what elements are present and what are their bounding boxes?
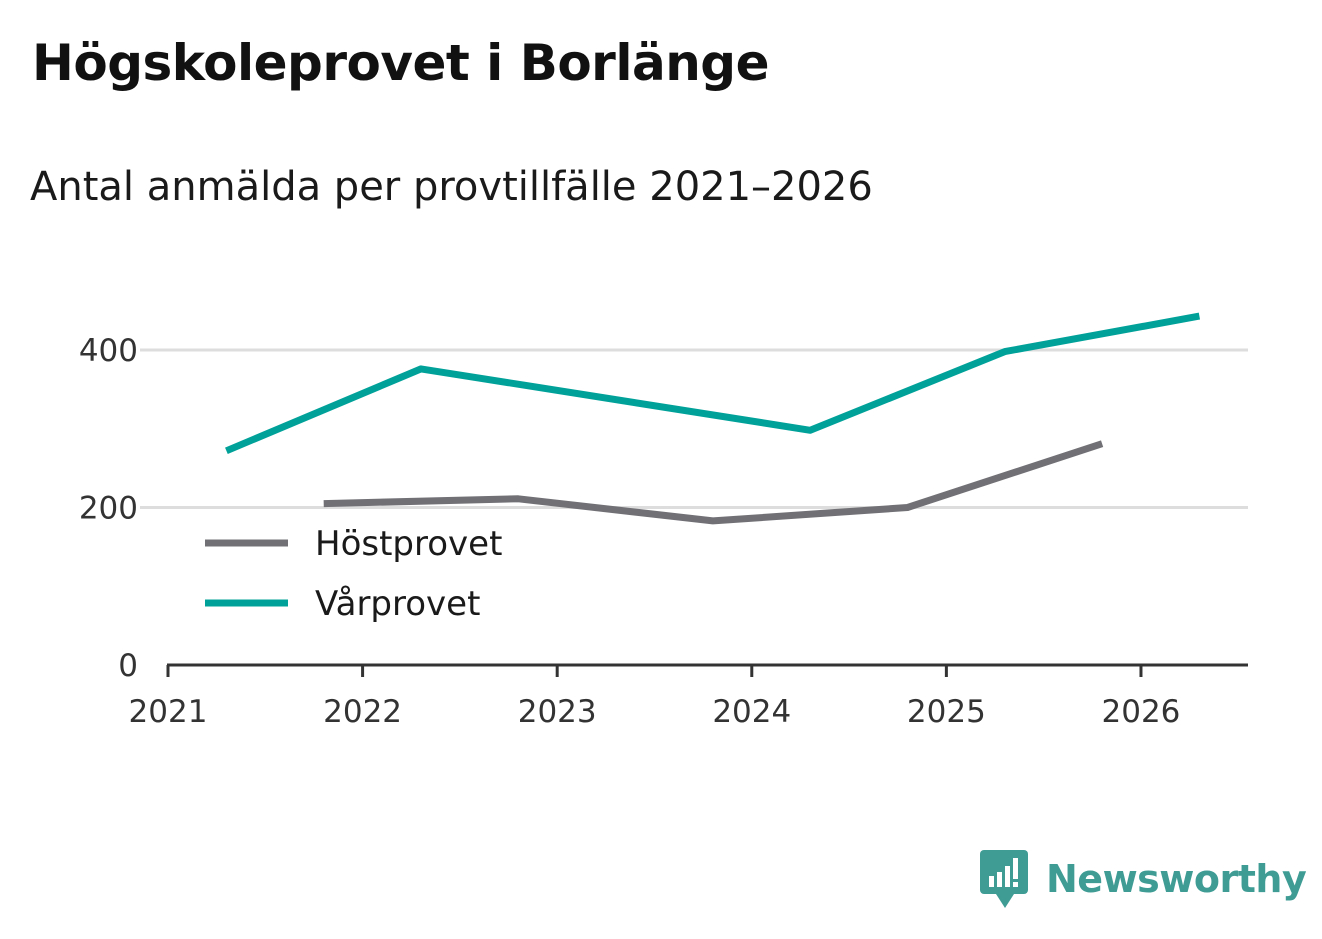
x-tick-label: 2023 bbox=[518, 694, 597, 730]
brand-name: Newsworthy bbox=[1046, 857, 1307, 901]
gridlines bbox=[140, 348, 1248, 509]
x-tick-label: 2025 bbox=[907, 694, 986, 730]
chart-title: Högskoleprovet i Borlänge bbox=[32, 34, 770, 92]
chart-subtitle: Antal anmälda per provtillfälle 2021–202… bbox=[30, 164, 873, 210]
x-axis-tick-labels: 2021 2022 2023 2024 2025 2026 bbox=[129, 694, 1181, 730]
y-tick-label: 400 bbox=[79, 333, 138, 369]
series-line-hostprovet bbox=[323, 440, 1104, 525]
brand-logo: Newsworthy bbox=[980, 848, 1307, 910]
x-tick-label: 2022 bbox=[323, 694, 402, 730]
legend-label: Höstprovet bbox=[315, 524, 502, 564]
y-tick-label: 200 bbox=[79, 491, 138, 527]
series-lines bbox=[225, 312, 1201, 525]
y-tick-label: 0 bbox=[118, 648, 138, 684]
y-axis-tick-labels: 0 200 400 bbox=[79, 333, 138, 684]
x-tick-label: 2021 bbox=[129, 694, 208, 730]
legend: Höstprovet Vårprovet bbox=[205, 524, 502, 624]
newsworthy-logo-icon bbox=[980, 850, 1028, 908]
x-tick-label: 2026 bbox=[1102, 694, 1181, 730]
x-axis bbox=[166, 663, 1248, 677]
series-line-varprovet bbox=[225, 312, 1201, 455]
legend-label: Vårprovet bbox=[315, 584, 480, 624]
x-tick-label: 2024 bbox=[712, 694, 791, 730]
